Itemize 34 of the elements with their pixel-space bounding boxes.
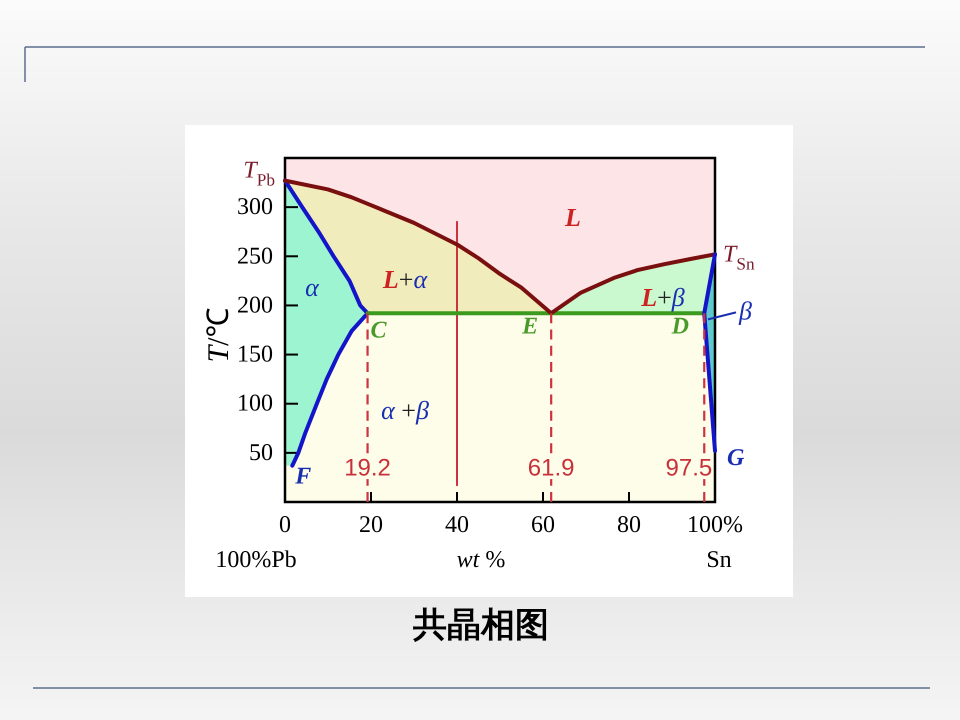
text: 100%Pb (215, 547, 297, 573)
y-tick-label: 200 (237, 292, 273, 318)
line-series (702, 252, 717, 453)
annotation: L (564, 202, 581, 232)
x-tick-label: 40 (445, 512, 469, 538)
annotation: F (294, 464, 312, 490)
annotation: T$_{Sn}$ (723, 241, 755, 274)
annotation: α (305, 272, 320, 302)
y-axis-title: T/℃ (202, 307, 234, 363)
x-tick-label: 20 (359, 512, 383, 538)
annotation: D (670, 313, 689, 340)
x-axis-title: wt % (456, 547, 506, 573)
y-tick-label: 300 (237, 194, 273, 220)
y-tick-label: 50 (249, 440, 273, 466)
text: 共晶相图 (412, 605, 549, 645)
x-tick-label: 0 (279, 512, 291, 538)
y-tick-label: 100 (237, 390, 273, 417)
annotation: 97.5 (666, 454, 712, 482)
annotation: β (738, 296, 752, 325)
y-tick-label: 150 (237, 342, 273, 368)
annotation: E (521, 313, 538, 340)
x-tick-label: 100% (687, 512, 743, 538)
annotation: 19.2 (344, 454, 391, 482)
annotation: 61.9 (528, 454, 575, 482)
x-tick-label: 60 (531, 512, 555, 538)
annotation: T$_{Pb}$ (243, 158, 275, 190)
annotation: α +β (381, 396, 429, 424)
x-tick-label: 80 (617, 512, 641, 538)
text: Sn (706, 547, 732, 573)
annotation: C (370, 317, 388, 344)
annotation: L+β (640, 282, 685, 312)
y-tick-label: 250 (237, 243, 273, 270)
annotation: G (727, 444, 745, 471)
annotation: L+α (382, 264, 428, 294)
